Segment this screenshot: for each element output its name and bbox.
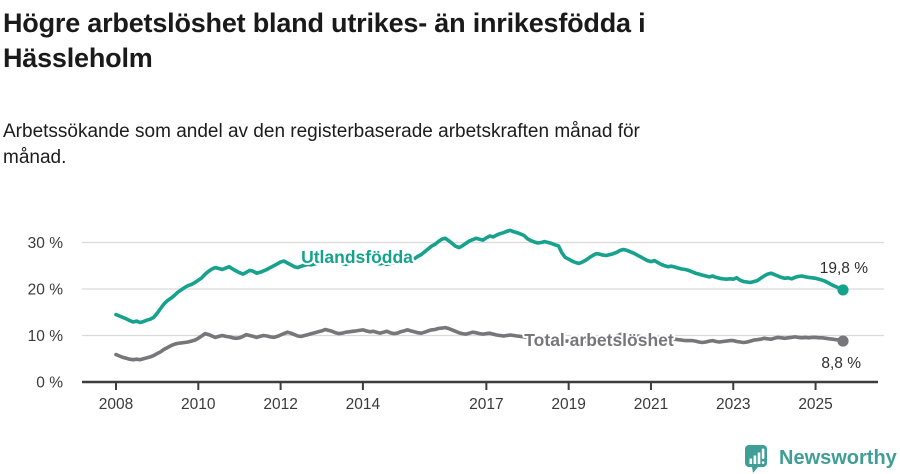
- series-labels: Utlandsfödda 19,8 % Total arbetslöshet 8,8 …: [299, 245, 868, 372]
- total-line: [114, 325, 845, 362]
- end-dot-1: [837, 335, 849, 347]
- end-value-label-1: 8,8 %: [821, 355, 861, 372]
- series-label-1: Total arbetslöshet: [524, 330, 674, 350]
- series-lines: [114, 228, 849, 362]
- y-tick-label: 10 %: [28, 328, 64, 345]
- subtitle-line-2: månad.: [3, 147, 67, 168]
- end-value-label-0: 19,8 %: [820, 260, 868, 277]
- page-title: Högre arbetslöshet bland utrikes- än inr…: [3, 6, 646, 76]
- title-line-2: Hässleholm: [3, 43, 153, 73]
- x-tick-label: 2014: [346, 396, 381, 413]
- x-tick-label: 2017: [469, 396, 503, 413]
- newsworthy-brand-text: Newsworthy: [779, 447, 898, 469]
- y-tick-label: 0 %: [36, 375, 63, 392]
- chart-subtitle: Arbetssökande som andel av den registerb…: [3, 119, 640, 171]
- x-tick-label: 2021: [634, 396, 668, 413]
- subtitle-line-1: Arbetssökande som andel av den registerb…: [3, 121, 640, 142]
- utlandsfodda-line: [114, 228, 845, 325]
- x-tick-label: 2012: [263, 396, 297, 413]
- y-axis-labels: 0 % 10 % 20 % 30 %: [28, 235, 64, 392]
- x-tick-label: 2025: [798, 396, 832, 413]
- gridlines: [82, 241, 884, 337]
- newsworthy-logo-icon: [745, 445, 767, 473]
- y-tick-label: 20 %: [28, 282, 64, 299]
- title-line-1: Högre arbetslöshet bland utrikes- än inr…: [3, 8, 646, 38]
- x-tick-label: 2019: [551, 396, 585, 413]
- y-tick-label: 30 %: [28, 235, 64, 252]
- series-label-0: Utlandsfödda: [301, 247, 413, 267]
- x-tick-label: 2023: [716, 396, 750, 413]
- x-axis: 2008 2010 2012 2014 2017 2019 2021 2023 2025: [82, 380, 878, 413]
- x-tick-label: 2008: [99, 396, 133, 413]
- x-tick-label: 2010: [181, 396, 216, 413]
- end-dot-0: [837, 284, 849, 296]
- newsworthy-logo: Newsworthy: [745, 445, 898, 473]
